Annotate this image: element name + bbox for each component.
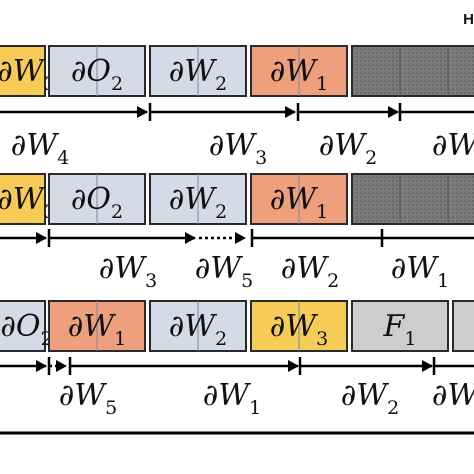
block-label-subscript: 2 xyxy=(215,201,227,223)
interval-label: ∂W5 xyxy=(59,378,117,419)
block-label-symbol: ∂W xyxy=(270,309,319,344)
task-block xyxy=(452,300,474,352)
interval-label: ∂W1 xyxy=(391,251,449,292)
interval-label-symbol: ∂W xyxy=(209,128,258,163)
block-label-symbol: ∂W xyxy=(169,309,218,344)
block-label: ∂W1 xyxy=(270,54,328,95)
arrow-head xyxy=(36,232,47,244)
schedule-rows: ∂W3∂O2∂W2∂W1∂W4∂W3∂W2∂W∂W3∂O2∂W2∂W1∂W3∂W… xyxy=(0,45,474,419)
block-label: ∂W3 xyxy=(270,309,328,350)
interval-label: ∂W2 xyxy=(319,128,377,169)
interval-label-symbol: ∂W xyxy=(281,251,330,286)
block-label-subscript: 1 xyxy=(316,201,328,223)
interval-label-subscript: 2 xyxy=(327,270,339,292)
block-label-symbol: ∂W xyxy=(169,182,218,217)
block-label: F1 xyxy=(383,309,417,350)
block-label-symbol: ∂O xyxy=(71,54,111,89)
block-label-subscript: 1 xyxy=(114,328,126,350)
block-label: ∂O2 xyxy=(71,54,123,95)
block-label-subscript: 2 xyxy=(111,201,123,223)
block-label: ∂O2 xyxy=(0,309,52,350)
block-label-subscript: 2 xyxy=(111,73,123,95)
interval-label: ∂W2 xyxy=(341,378,399,419)
block-label-symbol: ∂W xyxy=(0,54,46,89)
block-label: ∂W2 xyxy=(169,182,227,223)
interval-label-symbol: ∂W xyxy=(99,251,148,286)
interval-label-symbol: ∂W xyxy=(195,251,244,286)
interval-label-symbol: ∂W xyxy=(11,128,60,163)
block-label-subscript: 1 xyxy=(404,328,416,350)
block-label-symbol: ∂O xyxy=(0,309,40,344)
interval-label-symbol: ∂W xyxy=(319,128,368,163)
interval-label-symbol: ∂W xyxy=(341,378,390,413)
block-label-subscript: 1 xyxy=(316,73,328,95)
interval-label-subscript: 3 xyxy=(255,147,267,169)
task-block xyxy=(0,45,46,97)
block-label: ∂W1 xyxy=(68,309,126,350)
interval-label-subscript: 1 xyxy=(249,397,261,419)
arrow-head xyxy=(137,106,148,118)
block-texture xyxy=(352,174,474,224)
arrow-head xyxy=(388,106,399,118)
block-texture xyxy=(352,46,474,96)
block-label: ∂W3 xyxy=(0,182,56,223)
corner-mark: H xyxy=(463,11,474,28)
arrow-head xyxy=(36,360,47,372)
block-label-subscript: 2 xyxy=(215,73,227,95)
block-label-symbol: ∂O xyxy=(71,182,111,217)
interval-label-subscript: 2 xyxy=(387,397,399,419)
block-label-symbol: ∂W xyxy=(68,309,117,344)
interval-label-subscript: 2 xyxy=(365,147,377,169)
interval-label-symbol: ∂W xyxy=(432,378,474,413)
interval-label-symbol: ∂W xyxy=(59,378,108,413)
arrow-head xyxy=(185,232,196,244)
task-block xyxy=(351,300,449,352)
interval-label: ∂W3 xyxy=(209,128,267,169)
interval-label-subscript: 4 xyxy=(57,147,69,169)
interval-label: ∂W5 xyxy=(195,251,253,292)
interval-label-symbol: ∂W xyxy=(203,378,252,413)
arrow-head xyxy=(288,360,299,372)
interval-label: ∂W xyxy=(432,128,474,163)
block-label: ∂W2 xyxy=(169,309,227,350)
interval-label-subscript: 1 xyxy=(437,270,449,292)
block-label: ∂W1 xyxy=(270,182,328,223)
interval-label-subscript: 5 xyxy=(241,270,253,292)
interval-label: ∂W2 xyxy=(281,251,339,292)
block-label-symbol: ∂W xyxy=(270,54,319,89)
arrow-head xyxy=(235,232,246,244)
schedule-row-1: ∂W3∂O2∂W2∂W1∂W4∂W3∂W2∂W xyxy=(0,45,474,169)
task-block xyxy=(0,173,46,225)
arrow-head xyxy=(285,106,296,118)
schedule-row-2: ∂W3∂O2∂W2∂W1∂W3∂W5∂W2∂W1 xyxy=(0,173,474,292)
interval-label: ∂W4 xyxy=(11,128,69,169)
block-label-subscript: 2 xyxy=(215,328,227,350)
block-label: ∂W3 xyxy=(0,54,56,95)
schedule-row-3: ∂O2 ∂W1 ∂W2 ∂W3 F1∂W5 ∂W1 ∂W2 ∂W xyxy=(0,300,474,419)
interval-label-symbol: ∂W xyxy=(391,251,440,286)
block-label-symbol: ∂W xyxy=(0,182,46,217)
arrow-head xyxy=(56,360,67,372)
interval-label-symbol: ∂W xyxy=(432,128,474,163)
interval-label: ∂W xyxy=(432,378,474,413)
block-label: ∂W2 xyxy=(169,54,227,95)
task-block xyxy=(0,300,46,352)
interval-label-subscript: 5 xyxy=(105,397,117,419)
interval-label: ∂W3 xyxy=(99,251,157,292)
block-label-symbol: ∂W xyxy=(169,54,218,89)
block-label: ∂O2 xyxy=(71,182,123,223)
block-label-symbol: F xyxy=(383,309,406,344)
arrow-head xyxy=(422,360,433,372)
block-label-symbol: ∂W xyxy=(270,182,319,217)
interval-label-subscript: 3 xyxy=(145,270,157,292)
interval-label: ∂W1 xyxy=(203,378,261,419)
block-label-subscript: 3 xyxy=(316,328,328,350)
